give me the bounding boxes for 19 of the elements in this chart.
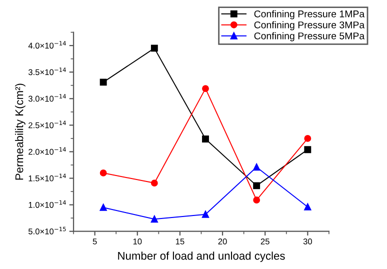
- legend-label: Confining Pressure 1MPa: [254, 10, 365, 20]
- y-tick-label: 2.5×10$^{−14}$: [28, 120, 66, 128]
- y-axis-title: Permeability K(cm²): [15, 84, 26, 180]
- legend-label: Confining Pressure 5MPa: [254, 32, 365, 42]
- x-tick-label: 10: [133, 238, 142, 244]
- x-tick-label: 15: [176, 238, 184, 244]
- x-tick-label: 30: [303, 238, 312, 244]
- y-tick-label: 3.5×10$^{−14}$: [28, 68, 66, 76]
- x-tick-label: 25: [260, 238, 270, 244]
- y-tick-label: 2.0×10$^{−14}$: [28, 147, 66, 155]
- y-tick-label: 5.0×10$^{−15}$: [28, 226, 66, 234]
- y-tick-label: 1.0×10$^{−14}$: [28, 200, 66, 208]
- x-tick-label: 20: [218, 238, 227, 244]
- x-tick-label: 5: [92, 238, 97, 244]
- legend-label: Confining Pressure 3MPa: [254, 21, 365, 30]
- y-tick-label: 3.0×10$^{−14}$: [28, 94, 66, 102]
- y-tick-label: 1.5×10$^{−14}$: [28, 174, 66, 182]
- x-axis-title: Number of load and unload cycles: [118, 252, 285, 262]
- y-tick-label: 4.0×10$^{−14}$: [28, 41, 66, 49]
